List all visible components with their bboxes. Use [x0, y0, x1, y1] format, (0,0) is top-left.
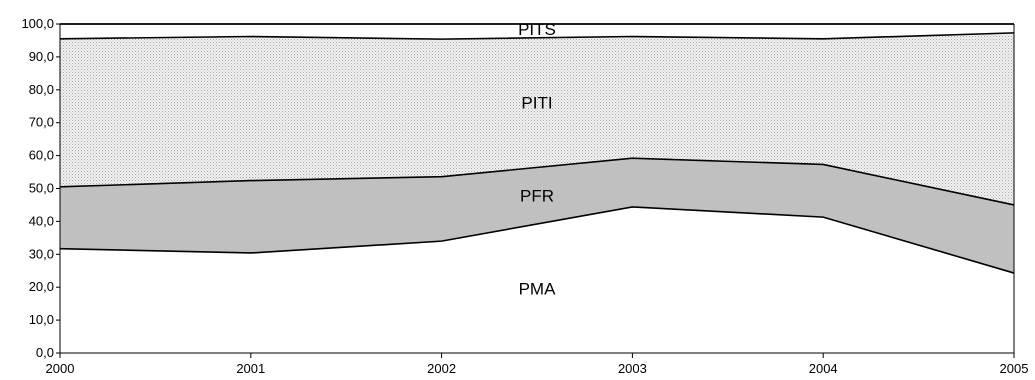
- series-label-pma: PMA: [519, 280, 557, 299]
- y-tick-label: 50,0: [29, 181, 54, 196]
- series-label-pfr: PFR: [520, 187, 554, 206]
- area-piti: [60, 32, 1014, 205]
- series-label-pits: PITS: [518, 20, 556, 39]
- x-tick-label: 2005: [1000, 361, 1029, 376]
- x-tick-label: 2003: [618, 361, 647, 376]
- x-tick-label: 2004: [809, 361, 838, 376]
- y-tick-label: 70,0: [29, 115, 54, 130]
- series-label-piti: PITI: [521, 94, 552, 113]
- boundary-line-piti: [59, 32, 1015, 40]
- area-pits: [60, 24, 1014, 40]
- boundary-line-pfr: [59, 157, 1015, 206]
- y-tick-label: 40,0: [29, 213, 54, 228]
- y-tick-label: 60,0: [29, 148, 54, 163]
- y-tick-label: 30,0: [29, 246, 54, 261]
- y-tick-label: 0,0: [36, 345, 54, 360]
- area-pfr: [60, 158, 1014, 274]
- axes: 0,0 10,0 20,0 30,0 40,0 50,0 60,0 70,0 80,0 90,0 1…: [21, 16, 1028, 376]
- y-tick-label: 10,0: [29, 312, 54, 327]
- x-tick-label: 2000: [46, 361, 75, 376]
- x-tick-label: 2002: [427, 361, 456, 376]
- y-tick-label: 100,0: [21, 16, 54, 31]
- area-pma: [60, 206, 1014, 353]
- y-tick-label: 90,0: [29, 49, 54, 64]
- boundary-line-pma: [59, 206, 1015, 274]
- area-layers: [60, 24, 1014, 353]
- series-labels: PMA PFR PITI PITS: [518, 20, 556, 299]
- y-tick-label: 20,0: [29, 279, 54, 294]
- x-tick-label: 2001: [236, 361, 265, 376]
- y-tick-label: 80,0: [29, 82, 54, 97]
